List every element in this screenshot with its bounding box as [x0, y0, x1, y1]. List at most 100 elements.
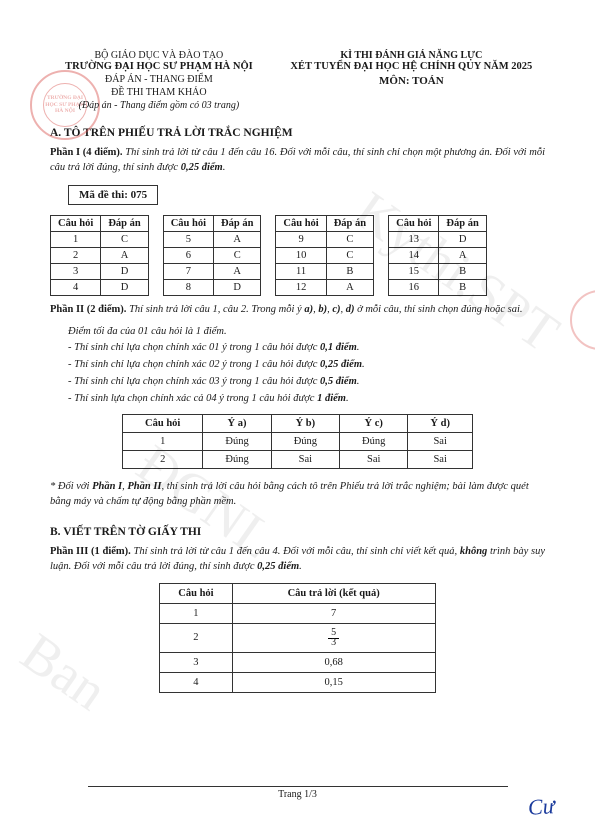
td: 2 [160, 623, 232, 652]
part2-text1: Thí sinh trả lời câu 1, câu 2. Trong mỗi… [129, 304, 302, 315]
ministry-line: BỘ GIÁO DỤC VÀ ĐÀO TẠO [50, 50, 268, 61]
y-c: c) [332, 304, 340, 315]
th-a: Đáp án [326, 216, 373, 232]
th-q: Câu hỏi [276, 216, 326, 232]
denominator: 3 [328, 637, 339, 648]
q: 6 [163, 248, 213, 264]
th: Ý b) [271, 414, 339, 432]
td: 2 [123, 450, 203, 468]
q: 1 [51, 232, 101, 248]
fraction: 5 3 [328, 628, 339, 648]
a: A [214, 232, 261, 248]
answer-table-2: Câu hỏiĐáp án 5A 6C 7A 8D [163, 215, 262, 296]
th-a: Đáp án [214, 216, 261, 232]
th-q: Câu hỏi [51, 216, 101, 232]
th: Ý c) [340, 414, 408, 432]
a: C [214, 248, 261, 264]
q: 8 [163, 280, 213, 296]
header-right: KÌ THI ĐÁNH GIÁ NĂNG LỰC XÉT TUYỂN ĐẠI H… [278, 50, 545, 111]
document-header: BỘ GIÁO DỤC VÀ ĐÀO TẠO TRƯỜNG ĐẠI HỌC SƯ… [50, 50, 545, 111]
q: 15 [389, 264, 439, 280]
th: Câu trả lời (kết quả) [232, 583, 435, 603]
a: D [214, 280, 261, 296]
part1-text: Thí sinh trả lời từ câu 1 đến câu 16. Đố… [50, 147, 545, 173]
y-d: d) [346, 304, 355, 315]
q: 11 [276, 264, 326, 280]
section-b-title: B. VIẾT TRÊN TỜ GIẤY THI [50, 526, 545, 538]
scoring-3: - Thí sinh chỉ lựa chọn chính xác 03 ý t… [68, 374, 545, 391]
watermark-3: Ban [10, 620, 119, 722]
answer-key-line: ĐÁP ÁN - THANG ĐIỂM [50, 74, 268, 85]
td: 0,68 [232, 652, 435, 672]
section-a-note: * Đối với Phần I, Phần II, thí sinh trả … [50, 479, 545, 511]
q: 4 [51, 280, 101, 296]
th-a: Đáp án [439, 216, 486, 232]
a: D [439, 232, 486, 248]
th: Ý a) [203, 414, 271, 432]
scoring-rules: Điểm tối đa của 01 câu hỏi là 1 điểm. - … [68, 324, 545, 408]
td: 1 [123, 432, 203, 450]
exam-code-box: Mã đề thi: 075 [68, 185, 158, 205]
q: 13 [389, 232, 439, 248]
td: 4 [160, 672, 232, 692]
scoring-1: - Thí sinh chỉ lựa chọn chính xác 01 ý t… [68, 340, 545, 357]
th-q: Câu hỏi [389, 216, 439, 232]
q: 9 [276, 232, 326, 248]
footer-rule [88, 786, 508, 787]
a: C [101, 232, 148, 248]
th: Ý d) [408, 414, 473, 432]
td: Đúng [203, 450, 271, 468]
scoring-intro: Điểm tối đa của 01 câu hỏi là 1 điểm. [68, 324, 545, 341]
td: Sai [408, 432, 473, 450]
part1-score: 0,25 điểm [181, 162, 223, 173]
part2-text2: ở mỗi câu, thí sinh chọn đúng hoặc sai. [357, 304, 522, 315]
td: 3 [160, 652, 232, 672]
part1-label: Phần I (4 điểm). [50, 147, 123, 158]
td: Đúng [271, 432, 339, 450]
header-left: BỘ GIÁO DỤC VÀ ĐÀO TẠO TRƯỜNG ĐẠI HỌC SƯ… [50, 50, 268, 111]
a: C [326, 232, 373, 248]
a: A [101, 248, 148, 264]
th: Câu hỏi [160, 583, 232, 603]
a: A [214, 264, 261, 280]
scoring-2: - Thí sinh chỉ lựa chọn chính xác 02 ý t… [68, 357, 545, 374]
answer-tables-row: Câu hỏiĐáp án 1C 2A 3D 4D Câu hỏiĐáp án … [50, 215, 545, 296]
seal-stamp-right [570, 290, 595, 350]
part1-instruction: Phần I (4 điểm). Thí sinh trả lời từ câu… [50, 145, 545, 175]
section-a-title: A. TÔ TRÊN PHIẾU TRẢ LỜI TRẮC NGHIỆM [50, 127, 545, 139]
td-fraction: 5 3 [232, 623, 435, 652]
y-a: a) [304, 304, 313, 315]
th-a: Đáp án [101, 216, 148, 232]
page-footer: Trang 1/3 [0, 786, 595, 800]
page-number: Trang 1/3 [278, 789, 317, 800]
td: Sai [271, 450, 339, 468]
answer-table-4: Câu hỏiĐáp án 13D 14A 15B 16B [388, 215, 487, 296]
a: D [101, 264, 148, 280]
part3-score: 0,25 điểm [257, 561, 299, 572]
part3-instruction: Phần III (1 điểm). Thí sinh trả lời từ c… [50, 544, 545, 574]
a: B [439, 264, 486, 280]
a: B [439, 280, 486, 296]
q: 3 [51, 264, 101, 280]
td: 0,15 [232, 672, 435, 692]
part3-label: Phần III (1 điểm). [50, 546, 131, 557]
a: A [326, 280, 373, 296]
a: A [439, 248, 486, 264]
part2-answer-table: Câu hỏi Ý a) Ý b) Ý c) Ý d) 1 Đúng Đúng … [122, 414, 473, 469]
reference-exam-line: ĐỀ THI THAM KHẢO [50, 87, 268, 98]
th: Câu hỏi [123, 414, 203, 432]
subject-line: MÔN: TOÁN [278, 75, 545, 87]
td: 1 [160, 603, 232, 623]
signature: Cư [527, 793, 555, 821]
td: 7 [232, 603, 435, 623]
a: C [326, 248, 373, 264]
q: 16 [389, 280, 439, 296]
part2-instruction: Phần II (2 điểm). Thí sinh trả lời câu 1… [50, 302, 545, 317]
q: 7 [163, 264, 213, 280]
th-q: Câu hỏi [163, 216, 213, 232]
exam-name-2: XÉT TUYỂN ĐẠI HỌC HỆ CHÍNH QUY NĂM 2025 [278, 61, 545, 72]
td: Đúng [203, 432, 271, 450]
university-line: TRƯỜNG ĐẠI HỌC SƯ PHẠM HÀ NỘI [50, 61, 268, 72]
page-count-line: (Đáp án - Thang điểm gồm có 03 trang) [50, 100, 268, 111]
td: Đúng [340, 432, 408, 450]
